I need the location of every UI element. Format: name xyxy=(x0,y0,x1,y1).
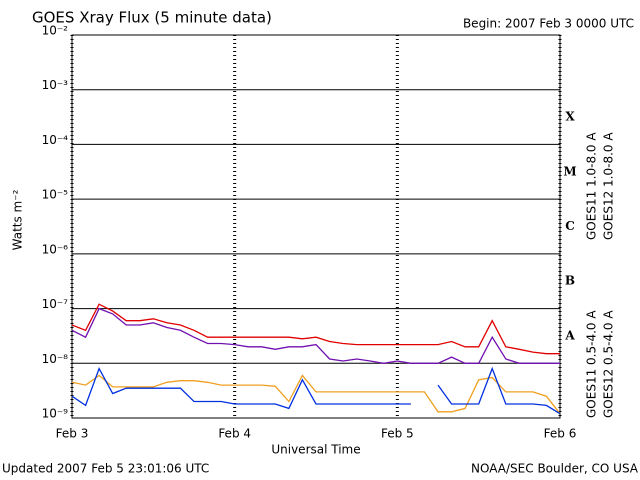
footer-left: Updated 2007 Feb 5 23:01:06 UTC xyxy=(2,462,209,476)
flare-class-label: C xyxy=(565,219,575,233)
series-line xyxy=(71,374,561,415)
legend-entry: GOES12 0.5-4.0 A xyxy=(602,310,616,418)
y-tick-label: 10⁻⁵ xyxy=(42,188,69,202)
y-tick-label: 10⁻⁷ xyxy=(42,297,69,311)
y-tick-label: 10⁻² xyxy=(42,24,69,38)
y-tick-label: 10⁻⁶ xyxy=(42,242,69,256)
chart-title: GOES Xray Flux (5 minute data) xyxy=(32,9,272,27)
plot-frame xyxy=(71,34,561,419)
series-line xyxy=(71,307,560,364)
flare-class-label: A xyxy=(564,328,575,342)
flare-class-label: X xyxy=(565,110,575,124)
x-tick-label: Feb 4 xyxy=(218,427,251,441)
chart-subtitle: Begin: 2007 Feb 3 0000 UTC xyxy=(463,17,634,31)
footer-right: NOAA/SEC Boulder, CO USA xyxy=(471,462,639,476)
legend-entry: GOES11 0.5-4.0 A xyxy=(585,310,599,418)
x-tick-label: Feb 3 xyxy=(56,427,89,441)
legend-entry: GOES12 1.0-8.0 A xyxy=(602,132,616,240)
y-tick-label: 10⁻⁸ xyxy=(42,352,69,366)
x-axis-label: Universal Time xyxy=(271,443,360,457)
y-tick-label: 10⁻⁴ xyxy=(42,133,69,147)
y-tick-label: 10⁻³ xyxy=(42,78,69,92)
flare-class-label: M xyxy=(563,164,576,178)
x-tick-label: Feb 5 xyxy=(381,427,414,441)
series-line xyxy=(71,303,560,355)
y-tick-label: 10⁻⁹ xyxy=(42,407,69,421)
legend-entry: GOES11 1.0-8.0 A xyxy=(585,132,599,240)
flare-class-label: B xyxy=(565,274,575,288)
series-line xyxy=(71,366,561,415)
y-axis-label: Watts m⁻² xyxy=(11,189,25,250)
x-tick-label: Feb 6 xyxy=(544,427,577,441)
